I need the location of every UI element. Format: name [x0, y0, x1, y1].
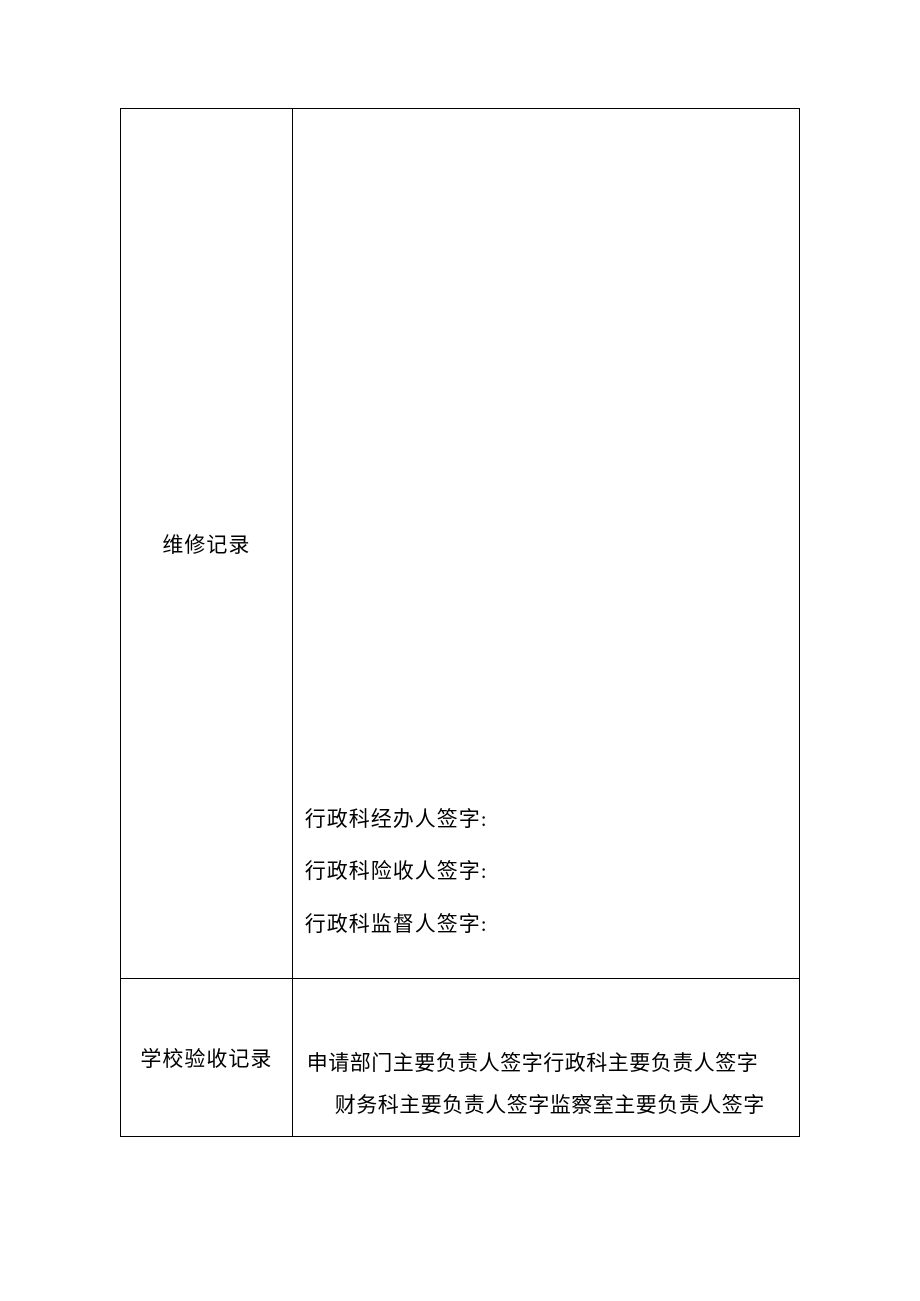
school-acceptance-content-cell: 申请部门主要负责人签字行政科主要负责人签字 财务科主要负责人签字监察室主要负责人…: [292, 979, 799, 1137]
repair-record-content-cell: 行政科经办人签字: 行政科险收人签字: 行政科监督人签字:: [292, 109, 799, 979]
document-page: 维修记录 行政科经办人签字: 行政科险收人签字: 行政科监督人签字: 学校验收记…: [120, 108, 800, 1137]
signature-line-handler: 行政科经办人签字:: [305, 793, 799, 846]
table-row: 维修记录 行政科经办人签字: 行政科险收人签字: 行政科监督人签字:: [121, 109, 800, 979]
table-row: 学校验收记录 申请部门主要负责人签字行政科主要负责人签字 财务科主要负责人签字监…: [121, 979, 800, 1137]
repair-record-label-cell: 维修记录: [121, 109, 293, 979]
repair-record-label: 维修记录: [162, 533, 250, 557]
school-acceptance-label: 学校验收记录: [140, 1047, 272, 1071]
signature-line-inspector: 行政科险收人签字:: [305, 845, 799, 898]
signature-line-supervisor: 行政科监督人签字:: [305, 898, 799, 951]
acceptance-signatures-line1: 申请部门主要负责人签字行政科主要负责人签字: [307, 1042, 799, 1084]
school-acceptance-label-cell: 学校验收记录: [121, 979, 293, 1137]
form-table: 维修记录 行政科经办人签字: 行政科险收人签字: 行政科监督人签字: 学校验收记…: [120, 108, 800, 1137]
acceptance-signatures-line2: 财务科主要负责人签字监察室主要负责人签字: [307, 1084, 799, 1126]
